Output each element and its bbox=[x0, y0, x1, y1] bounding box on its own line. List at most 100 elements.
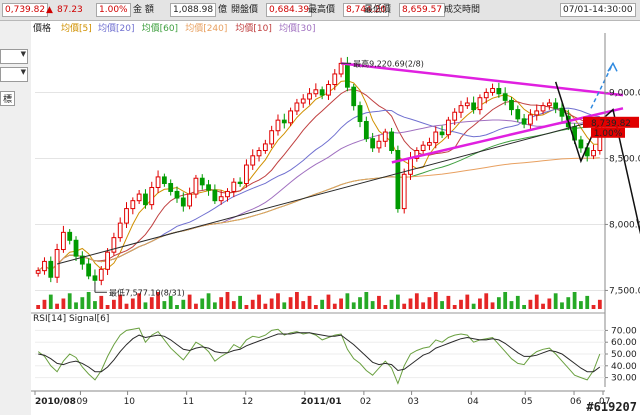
candle-body bbox=[351, 86, 357, 107]
volume-bar bbox=[80, 297, 85, 309]
volume-bar bbox=[219, 297, 224, 309]
rsi-tick-label: 70.00 bbox=[611, 326, 637, 336]
left-tab[interactable]: 標 bbox=[0, 91, 16, 106]
chart-legend: 價格 均價[5] 均價[20] 均價[60] 均價[240] 均價[10] 均價[30] bbox=[33, 22, 315, 34]
candle-body bbox=[193, 177, 199, 195]
candle-body bbox=[206, 184, 211, 191]
amount-value: 1,088.98 bbox=[170, 3, 217, 17]
candle-body bbox=[136, 193, 142, 202]
time-tick-label: 09 bbox=[76, 397, 88, 407]
candle-body bbox=[117, 222, 123, 239]
volume-bar bbox=[522, 305, 527, 309]
candle-body bbox=[534, 110, 540, 116]
volume-bar bbox=[231, 301, 236, 309]
candle-body bbox=[161, 176, 167, 185]
volume-bar bbox=[478, 298, 482, 309]
volume-bar bbox=[187, 294, 192, 309]
volume-bar bbox=[553, 293, 558, 309]
candle-body bbox=[105, 251, 110, 270]
quote-bar: 0,739.82 ▲ 87.23 1.00% 金 額 1,088.98 億 開盤… bbox=[0, 0, 640, 21]
volume-bar bbox=[490, 302, 495, 309]
volume-bar bbox=[389, 299, 394, 309]
candle-body bbox=[79, 255, 85, 265]
time-tick-label: 04 bbox=[467, 397, 479, 407]
candle-body bbox=[370, 138, 376, 149]
volume-bar bbox=[414, 293, 419, 309]
volume-bar bbox=[320, 299, 325, 309]
volume-bar bbox=[496, 297, 501, 309]
upper-trendline bbox=[340, 62, 624, 97]
legend-item-4: 均價[10] bbox=[235, 22, 271, 34]
legend-price-label: 價格 bbox=[33, 22, 51, 34]
volume-bar bbox=[465, 294, 470, 309]
volume-bar bbox=[143, 302, 148, 309]
volume-bar bbox=[238, 295, 243, 309]
left-select-2[interactable]: ▼ bbox=[0, 67, 28, 82]
volume-bar bbox=[156, 292, 160, 309]
candle-body bbox=[262, 143, 268, 152]
candle-body bbox=[502, 93, 508, 101]
left-panel: ▼ ▼ 標 bbox=[0, 21, 32, 415]
volume-bar bbox=[383, 305, 388, 309]
time-tick-label: 10 bbox=[124, 397, 136, 407]
volume-bar bbox=[67, 293, 72, 309]
candle-body bbox=[389, 131, 394, 152]
volume-bar bbox=[515, 295, 520, 309]
volume-bar bbox=[402, 303, 407, 309]
watermark: #619207 bbox=[586, 400, 637, 414]
candle-body bbox=[174, 190, 180, 199]
volume-bar bbox=[446, 295, 451, 309]
price-tick-label: 8,000.00 bbox=[609, 220, 640, 230]
volume-bar bbox=[137, 293, 142, 309]
open-label: 開盤價 bbox=[231, 5, 259, 15]
rsi-title: RSI[14] Signal[6] bbox=[33, 314, 109, 324]
long-trendline bbox=[56, 118, 604, 265]
price-tick-label: 9,000.00 bbox=[609, 88, 640, 98]
price-tick-label: 8,500.00 bbox=[609, 154, 640, 164]
volume-bar bbox=[452, 305, 457, 309]
volume-bar bbox=[244, 305, 249, 309]
volume-bar bbox=[364, 292, 369, 309]
candle-body bbox=[199, 177, 205, 186]
volume-bar bbox=[269, 298, 274, 309]
candle-body bbox=[149, 186, 155, 206]
candle-body bbox=[395, 150, 401, 210]
last-change-tag bbox=[591, 127, 625, 138]
time-tick-label: 05 bbox=[521, 397, 532, 407]
volume-bar bbox=[351, 302, 356, 309]
candle-body bbox=[433, 131, 439, 144]
volume-bar bbox=[560, 302, 564, 309]
volume-bar bbox=[591, 305, 596, 309]
volume-bar bbox=[36, 305, 41, 309]
candle-body bbox=[231, 181, 237, 192]
ma10-line bbox=[37, 88, 600, 272]
candle-body bbox=[452, 111, 458, 121]
volume-bar bbox=[358, 297, 362, 309]
chart-area: 價格 均價[5] 均價[20] 均價[60] 均價[240] 均價[10] 均價[30] 9… bbox=[31, 21, 640, 415]
high-label: 最高價 bbox=[308, 5, 336, 15]
candle-body bbox=[313, 89, 319, 95]
candlestick-series bbox=[35, 56, 603, 286]
candle-body bbox=[111, 237, 117, 253]
rsi-tick-label: 30.00 bbox=[611, 374, 637, 384]
candle-body bbox=[578, 139, 584, 149]
candle-body bbox=[439, 131, 445, 136]
candle-body bbox=[212, 189, 218, 202]
volume-bar bbox=[440, 301, 444, 309]
candle-body bbox=[496, 87, 502, 95]
time-tick-label: 12 bbox=[242, 397, 253, 407]
volume-bar bbox=[307, 295, 312, 309]
left-select-1[interactable]: ▼ bbox=[0, 49, 28, 64]
rsi-tick-label: 60.00 bbox=[611, 338, 637, 348]
candle-body bbox=[288, 110, 293, 124]
candle-body bbox=[225, 190, 230, 198]
volume-bar bbox=[433, 292, 438, 309]
candle-body bbox=[281, 119, 287, 124]
time-value: 07/01-14:30:00 bbox=[560, 3, 636, 17]
chevron-down-icon: ▼ bbox=[20, 68, 26, 76]
volume-bar bbox=[528, 299, 533, 309]
candle-body bbox=[553, 102, 559, 109]
volume-bar bbox=[313, 305, 318, 309]
candle-body bbox=[528, 114, 533, 125]
candle-body bbox=[445, 119, 451, 136]
